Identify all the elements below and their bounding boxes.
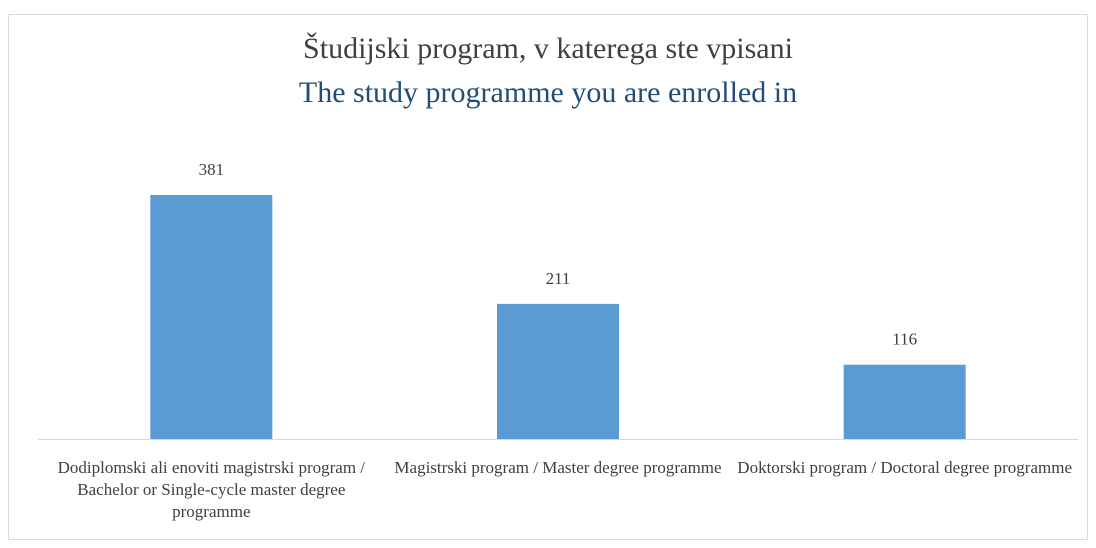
data-label: 211 [546, 269, 571, 288]
x-tick-label: Doktorski program / Doctoral degree prog… [737, 458, 1072, 477]
x-tick-label: Magistrski program / Master degree progr… [394, 458, 722, 477]
bar [150, 195, 273, 439]
data-label: 116 [892, 330, 917, 349]
bar [497, 303, 619, 439]
bar [843, 364, 966, 439]
chart-subtitle: The study programme you are enrolled in [299, 76, 797, 109]
x-tick-label: Dodiplomski ali enoviti magistrski progr… [57, 458, 366, 521]
data-label: 381 [199, 160, 225, 179]
chart-title: Študijski program, v katerega ste vpisan… [303, 32, 793, 65]
